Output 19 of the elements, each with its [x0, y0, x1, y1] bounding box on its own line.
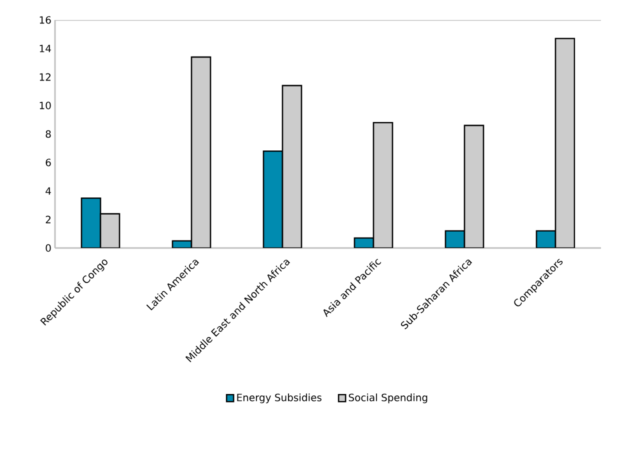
y-tick-label: 16: [40, 16, 51, 24]
legend-label: Social Spending: [348, 394, 428, 404]
y-tick-label: 8: [46, 130, 51, 138]
y-tick-label: 4: [46, 187, 51, 195]
bar: [100, 213, 120, 248]
y-tick-label: 12: [40, 73, 50, 81]
bar: [464, 124, 484, 248]
bar: [372, 122, 394, 248]
bar: [190, 56, 212, 248]
y-tick-label: 6: [46, 158, 51, 166]
bar: [554, 38, 576, 248]
y-tick-label: 14: [40, 44, 51, 52]
y-tick-label: 0: [46, 244, 51, 252]
bar: [282, 84, 302, 248]
legend-label: Energy Subsidies: [237, 394, 322, 404]
y-tick-label: 2: [46, 216, 50, 224]
bar: [80, 197, 102, 248]
bar: [262, 150, 284, 248]
y-tick-label: 10: [40, 102, 51, 110]
